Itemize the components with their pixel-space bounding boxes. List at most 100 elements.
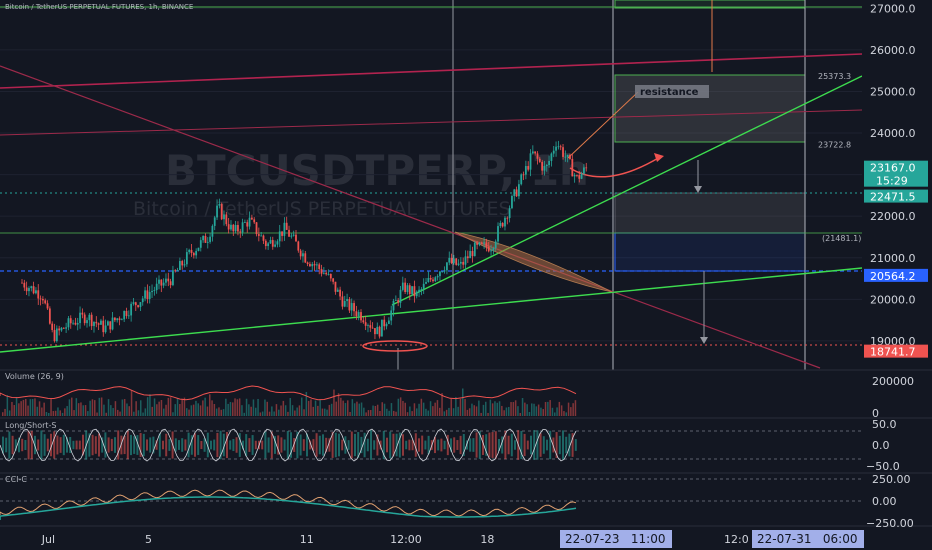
ls-bar	[283, 439, 286, 451]
volume-bar	[61, 412, 64, 416]
candle-body	[455, 258, 458, 265]
volume-pane[interactable]	[0, 385, 577, 416]
candle-body	[459, 261, 462, 264]
candle-body	[473, 242, 476, 257]
ls-bar	[155, 440, 158, 450]
candle-body	[311, 264, 314, 267]
volume-bar	[209, 394, 211, 416]
candle-body	[88, 314, 91, 321]
ls-bar	[53, 431, 56, 459]
volume-bar	[349, 411, 351, 416]
ls-bar	[280, 437, 283, 453]
volume-bar	[266, 401, 268, 416]
green-trendline-upper[interactable]	[391, 75, 863, 306]
candle-body	[202, 235, 205, 241]
candle-body	[141, 298, 144, 303]
candle-body	[387, 320, 390, 324]
candle-body	[538, 158, 541, 162]
candle-body	[501, 222, 504, 227]
candle-body	[120, 319, 123, 321]
ls-bar	[46, 438, 49, 452]
candle-body	[127, 315, 130, 317]
ls-bar	[498, 438, 500, 452]
candle-body	[183, 264, 186, 266]
volume-bar	[379, 410, 381, 416]
candle-body	[318, 264, 321, 270]
resistance-label-box[interactable]	[635, 85, 709, 98]
volume-bar	[510, 402, 512, 416]
red-trendline-mid[interactable]	[0, 109, 863, 136]
green-trendline-lower[interactable]	[0, 267, 863, 353]
ls-bar	[478, 431, 481, 459]
candle-body	[462, 261, 465, 265]
volume-bar	[574, 400, 577, 416]
mid-zone-box[interactable]	[614, 192, 806, 234]
volume-bar	[570, 407, 572, 416]
candle-body	[151, 290, 153, 293]
volume-bar	[45, 412, 48, 416]
low-marker-oval[interactable]	[362, 340, 428, 352]
candle-body	[511, 195, 513, 209]
volume-bar	[333, 389, 335, 416]
candle-body	[302, 253, 304, 257]
ls-bar	[75, 440, 78, 450]
ls-bar	[235, 437, 238, 453]
volume-bar	[15, 397, 18, 416]
ls-bar	[360, 436, 363, 454]
price-tag-label: 23167.0	[870, 162, 916, 175]
ls-bar	[309, 440, 312, 450]
red-trendline-upper[interactable]	[0, 53, 863, 89]
candle-body	[450, 257, 453, 264]
ls-bar	[469, 438, 472, 452]
ls-bar	[536, 430, 539, 460]
candle-body	[339, 289, 342, 297]
candle-body	[466, 256, 469, 259]
candle-body	[304, 253, 307, 263]
orange-arrow-up[interactable]	[567, 91, 639, 159]
candle-body	[295, 234, 297, 242]
volume-bar	[25, 398, 27, 416]
y-tick-label: 27000.0	[870, 2, 916, 15]
ls-bar	[418, 438, 420, 452]
support-zone-box[interactable]	[614, 232, 806, 272]
ls-bar	[213, 439, 216, 451]
candle-body	[411, 286, 413, 295]
time-axis[interactable]: Jul 5 11 12:00 18	[41, 533, 495, 546]
candle-body	[195, 250, 198, 256]
ls-bar	[402, 434, 404, 456]
cci-pane[interactable]	[0, 478, 862, 520]
volume-bar	[565, 412, 567, 416]
ls-bar	[226, 431, 228, 459]
candle-body	[506, 217, 509, 219]
volume-bar	[128, 406, 130, 416]
candle-body	[471, 251, 474, 257]
candle-body	[580, 173, 583, 179]
ls-bar	[101, 437, 104, 453]
red-curve-arrow[interactable]	[569, 156, 661, 178]
candle-body	[144, 290, 146, 299]
candle-body	[508, 208, 511, 219]
volume-bar	[535, 406, 538, 416]
volume-bar	[344, 403, 347, 416]
volume-ma-line	[0, 385, 577, 401]
candle-body	[329, 273, 332, 279]
candle-body	[320, 269, 323, 274]
candle-body	[483, 242, 485, 244]
candle-body	[21, 282, 23, 284]
volume-bar	[531, 403, 533, 416]
candle-body	[376, 326, 379, 335]
volume-bar	[73, 410, 75, 416]
longshort-pane[interactable]	[0, 428, 862, 462]
candle-body	[427, 277, 430, 282]
brown-wedge[interactable]	[454, 231, 613, 293]
volume-bar	[227, 403, 229, 416]
volume-bar	[100, 397, 103, 416]
volume-bar	[264, 399, 266, 416]
candle-body	[576, 175, 578, 176]
ls-bar	[286, 431, 289, 459]
volume-bar	[496, 402, 498, 416]
volume-bar	[220, 409, 222, 416]
red-trendline-descending[interactable]	[0, 65, 821, 369]
candle-body	[225, 214, 228, 225]
